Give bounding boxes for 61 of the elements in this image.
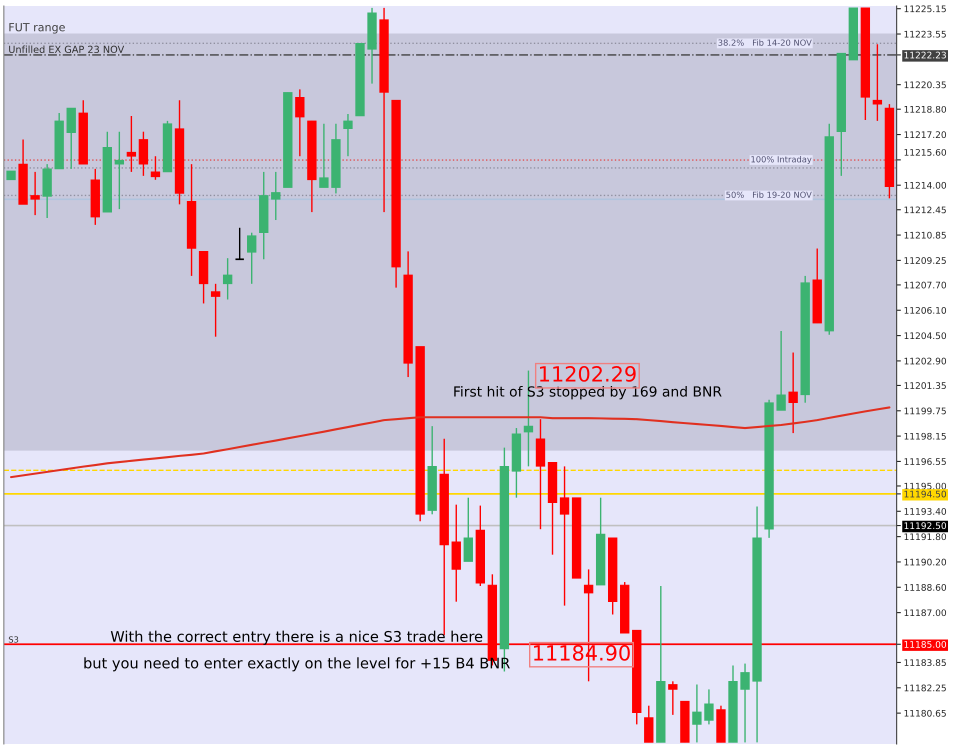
ref-line-label: 100% Intraday [751, 156, 812, 164]
candlestick [692, 684, 702, 744]
y-tick-label: 11223.55 [904, 30, 946, 38]
y-tick-label: 11187.00 [904, 609, 946, 616]
y-tick-label: 11215.60 [904, 148, 946, 156]
ref-line-label: 50% Fib 19-20 NOV [726, 191, 812, 198]
y-tick-label: 11196.55 [904, 458, 946, 465]
y-tick-label: 11222.23 [904, 52, 946, 58]
candlestick [150, 156, 160, 181]
y-tick-label: 11217.20 [904, 131, 946, 138]
y-tick-label: 11183.85 [904, 659, 946, 666]
y-tick-label: 11185.00 [904, 641, 946, 648]
candlestick [872, 44, 882, 122]
candlestick [114, 130, 124, 210]
y-tick-label: 11207.70 [904, 282, 946, 288]
ref-line-label: 38.2% Fib 14-20 NOV [718, 39, 812, 46]
candlestick [704, 688, 714, 726]
y-tick-label: 11182.25 [904, 684, 946, 692]
candlestick [788, 352, 798, 434]
y-tick-label: 11210.85 [904, 232, 946, 239]
annotation: With the correct entry there is a nice S3 trade here [110, 630, 482, 645]
y-tick-label: 11220.35 [904, 81, 946, 88]
line-series [10, 406, 890, 478]
annotation: 11202.29 [540, 366, 636, 382]
y-tick-label: 11201.35 [904, 382, 946, 390]
y-tick-label: 11191.80 [904, 533, 946, 540]
y-tick-label: 11192.50 [904, 522, 946, 530]
candlestick [464, 496, 473, 562]
y-tick-label: 11209.25 [904, 257, 946, 264]
y-tick-label: 11188.60 [904, 584, 946, 591]
candlestick [126, 115, 136, 173]
candlestick [343, 113, 353, 157]
candlestick [210, 283, 220, 338]
y-tick-label: 11199.75 [904, 408, 946, 414]
ref-line-label: Unfilled EX GAP 23 NOV [9, 46, 124, 54]
y-tick-label: 11194.50 [904, 490, 946, 498]
candlestick [222, 257, 232, 300]
y-tick-label: 11190.20 [904, 558, 946, 566]
candlestick [668, 680, 678, 716]
candlestick [560, 466, 570, 606]
y-tick-label: 11202.90 [904, 358, 946, 364]
candlestick [776, 330, 786, 412]
y-tick-label: 11195.00 [904, 482, 946, 490]
y-tick-label: 11198.15 [904, 432, 946, 440]
y-tick-label: 11212.45 [904, 206, 946, 214]
y-tick-label: 11218.80 [904, 106, 946, 113]
candlestick [319, 123, 329, 188]
y-tick-label: 11225.15 [904, 5, 946, 12]
y-tick-label: 11206.10 [904, 306, 946, 314]
candlestick [271, 171, 280, 221]
band-label: FUT range [9, 23, 65, 34]
candlestick [740, 662, 750, 744]
ref-line-label: S3 [8, 636, 18, 643]
y-tick-label: 11180.65 [904, 710, 946, 717]
y-tick-label: 11214.00 [904, 182, 946, 189]
candlestick [234, 227, 245, 260]
y-tick-label: 11193.40 [904, 508, 946, 515]
candlestick [247, 232, 256, 285]
candlestick [295, 88, 305, 157]
candlestick [30, 171, 40, 216]
y-tick-label: 11204.50 [904, 332, 946, 340]
